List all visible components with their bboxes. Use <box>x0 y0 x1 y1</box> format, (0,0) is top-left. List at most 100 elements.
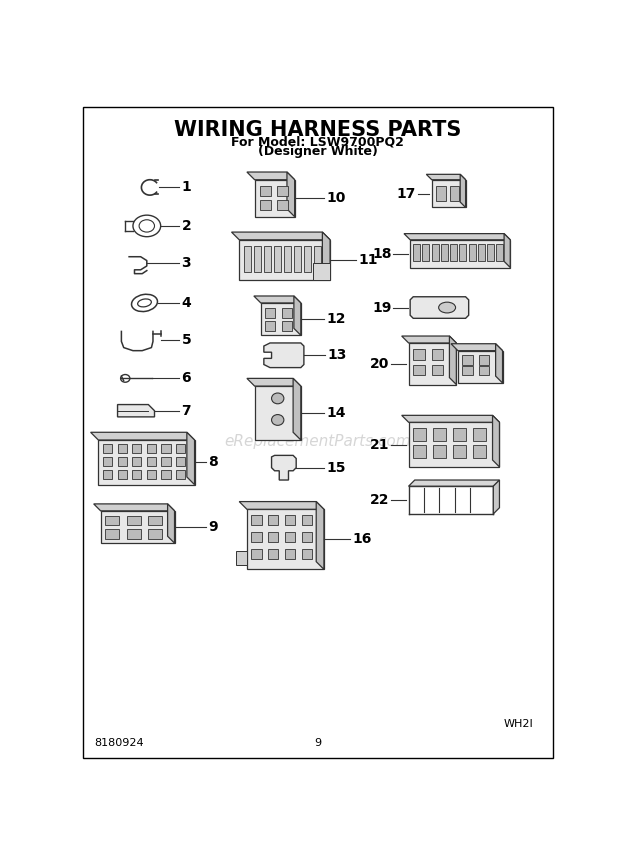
Bar <box>479 355 489 365</box>
Bar <box>265 308 275 318</box>
Polygon shape <box>504 234 510 268</box>
Bar <box>277 199 288 210</box>
Bar <box>103 443 112 453</box>
Text: 12: 12 <box>326 312 346 326</box>
Text: (Designer White): (Designer White) <box>258 145 378 158</box>
Bar <box>285 532 295 543</box>
Bar <box>132 443 141 453</box>
Text: 20: 20 <box>370 357 389 371</box>
Ellipse shape <box>272 414 284 425</box>
Polygon shape <box>458 351 503 383</box>
Bar <box>281 321 291 330</box>
Text: eReplacementParts.com: eReplacementParts.com <box>224 434 411 449</box>
Bar <box>413 429 427 441</box>
Text: 22: 22 <box>370 493 389 507</box>
Text: 4: 4 <box>182 296 191 310</box>
Bar <box>301 532 312 543</box>
Bar <box>268 549 278 559</box>
Bar <box>413 349 425 360</box>
Bar <box>244 246 250 272</box>
Bar <box>284 246 291 272</box>
Polygon shape <box>94 504 175 511</box>
Bar <box>176 443 185 453</box>
Bar <box>176 470 185 479</box>
Bar <box>450 186 459 201</box>
Bar <box>313 263 330 280</box>
Bar <box>147 470 156 479</box>
Polygon shape <box>432 180 466 207</box>
Bar <box>285 514 295 526</box>
Text: 17: 17 <box>397 187 416 200</box>
Polygon shape <box>460 175 466 207</box>
Text: 14: 14 <box>326 406 346 420</box>
Polygon shape <box>264 343 304 367</box>
Text: WH2I: WH2I <box>503 719 533 728</box>
Text: 16: 16 <box>352 532 372 546</box>
Polygon shape <box>247 172 294 180</box>
Bar <box>250 532 262 543</box>
Bar <box>250 514 262 526</box>
Polygon shape <box>409 480 500 486</box>
Text: 15: 15 <box>326 461 346 475</box>
Bar <box>148 516 162 526</box>
Bar <box>161 443 171 453</box>
Bar <box>433 445 446 458</box>
Bar <box>132 457 141 467</box>
Polygon shape <box>247 509 324 569</box>
Text: WIRING HARNESS PARTS: WIRING HARNESS PARTS <box>174 120 461 140</box>
Bar <box>236 551 247 565</box>
Polygon shape <box>427 175 466 180</box>
Bar <box>462 355 472 365</box>
Polygon shape <box>254 296 301 303</box>
Bar <box>281 308 291 318</box>
Bar <box>432 349 443 360</box>
Polygon shape <box>239 240 330 280</box>
Bar <box>105 529 119 538</box>
Bar <box>118 443 126 453</box>
Bar <box>118 470 126 479</box>
Bar <box>126 529 141 538</box>
Polygon shape <box>100 511 175 544</box>
Bar <box>268 514 278 526</box>
Bar <box>473 445 486 458</box>
Bar <box>265 321 275 330</box>
Bar <box>304 246 311 272</box>
Bar <box>487 245 494 261</box>
Polygon shape <box>118 405 154 417</box>
Bar <box>433 429 446 441</box>
Bar <box>161 457 171 467</box>
Bar <box>301 549 312 559</box>
Bar <box>479 366 489 375</box>
Polygon shape <box>410 240 510 268</box>
Bar <box>103 470 112 479</box>
Bar <box>478 245 485 261</box>
Polygon shape <box>91 432 195 440</box>
Bar <box>147 457 156 467</box>
Polygon shape <box>99 440 195 484</box>
Polygon shape <box>451 344 503 351</box>
Text: 21: 21 <box>370 437 389 452</box>
Text: 8180924: 8180924 <box>94 738 144 748</box>
Polygon shape <box>287 172 294 217</box>
Polygon shape <box>239 502 324 509</box>
Bar <box>118 457 126 467</box>
Text: 5: 5 <box>182 333 191 347</box>
Polygon shape <box>322 232 330 280</box>
Polygon shape <box>402 336 456 343</box>
Polygon shape <box>247 378 301 386</box>
Bar <box>147 443 156 453</box>
Bar <box>105 516 119 526</box>
Polygon shape <box>404 234 510 240</box>
Polygon shape <box>494 480 500 514</box>
Bar <box>301 514 312 526</box>
Ellipse shape <box>272 393 284 404</box>
Text: For Model: LSW9700PQ2: For Model: LSW9700PQ2 <box>231 135 404 148</box>
Text: 18: 18 <box>372 247 392 260</box>
Polygon shape <box>187 432 195 484</box>
Polygon shape <box>450 336 456 384</box>
Bar <box>250 549 262 559</box>
Bar <box>450 245 457 261</box>
Bar <box>422 245 430 261</box>
Bar <box>453 429 466 441</box>
Text: 2: 2 <box>182 219 191 233</box>
